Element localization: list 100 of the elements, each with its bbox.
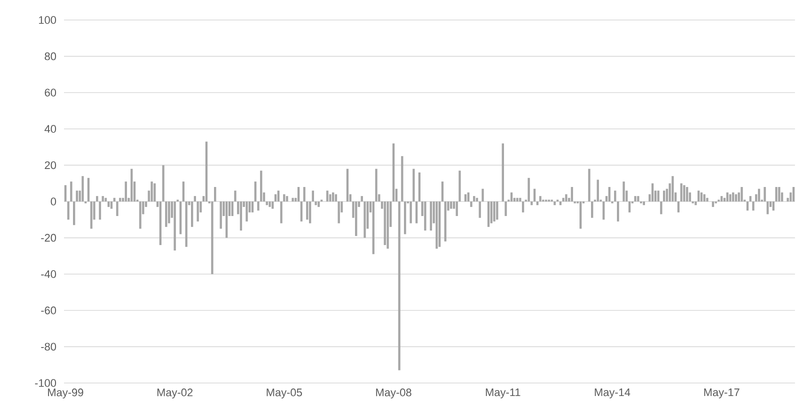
bar: [642, 202, 645, 206]
bar: [254, 182, 256, 202]
bar: [272, 202, 274, 209]
bar: [384, 202, 386, 246]
bar: [283, 194, 286, 202]
bar: [698, 190, 700, 202]
bar: [314, 202, 317, 206]
bar: [214, 186, 216, 202]
bar: [96, 196, 98, 202]
bar: [332, 192, 334, 202]
bar: [246, 202, 248, 222]
bar: [436, 202, 438, 249]
bar: [504, 202, 507, 216]
bar: [683, 185, 686, 202]
bar: [734, 194, 738, 202]
bar: [162, 165, 164, 202]
bar: [113, 198, 116, 202]
bar: [312, 190, 314, 202]
bar: [570, 186, 574, 202]
bar: [467, 192, 470, 202]
bar: [318, 202, 320, 207]
bar: [530, 202, 533, 206]
bar: [458, 170, 461, 202]
bar: [418, 172, 421, 202]
x-tick-label: May-14: [594, 388, 630, 398]
bar: [662, 190, 666, 202]
bar: [185, 202, 188, 247]
bar: [657, 190, 660, 202]
bar: [482, 188, 484, 202]
bar: [554, 202, 556, 206]
bar: [116, 202, 118, 216]
bar: [154, 183, 156, 202]
bar: [752, 202, 754, 211]
bar: [533, 188, 536, 202]
bar: [519, 198, 522, 202]
bar: [364, 202, 366, 238]
bar: [502, 143, 504, 202]
bar: [386, 202, 389, 249]
bar: [726, 192, 728, 202]
x-tick-label: May-11: [486, 388, 520, 398]
x-tick-label: May-05: [266, 388, 302, 398]
bar: [67, 202, 70, 220]
bar: [70, 182, 72, 202]
bar: [292, 198, 294, 202]
bar: [764, 186, 766, 202]
bar: [772, 202, 775, 211]
y-tick-label: 80: [44, 52, 56, 60]
bar: [179, 202, 182, 234]
bar: [450, 202, 452, 209]
bar: [758, 188, 760, 202]
y-tick-label: -40: [41, 270, 56, 278]
bar: [412, 168, 415, 202]
bar: [334, 194, 338, 202]
bar: [274, 194, 277, 202]
bar: [430, 202, 432, 231]
bar: [591, 202, 594, 218]
bar: [464, 194, 467, 202]
bar: [740, 186, 743, 202]
bar: [226, 202, 228, 238]
bar: [82, 176, 84, 202]
bar: [608, 186, 610, 202]
bar: [522, 202, 524, 212]
bar: [456, 202, 458, 216]
bar: [257, 202, 260, 211]
bar: [516, 198, 518, 202]
bar: [496, 202, 498, 220]
bar: [410, 202, 412, 224]
bar: [150, 182, 153, 202]
bar: [651, 183, 654, 202]
bar: [614, 190, 616, 202]
x-tick-label: May-08: [376, 388, 412, 398]
bar: [703, 194, 706, 202]
bar: [424, 202, 426, 231]
bar: [616, 202, 620, 222]
bar: [190, 202, 194, 227]
bar: [778, 186, 780, 202]
bar: [729, 194, 732, 202]
bar: [478, 202, 481, 218]
bar: [211, 202, 214, 274]
bar: [220, 202, 222, 229]
y-tick-label: 20: [44, 161, 56, 170]
bar: [194, 196, 196, 202]
bar: [119, 198, 122, 202]
bar: [637, 196, 640, 202]
bar: [732, 192, 734, 202]
bar: [580, 202, 582, 229]
bar: [720, 196, 723, 202]
bar: [528, 178, 530, 202]
bar: [398, 202, 400, 370]
bar: [602, 202, 605, 220]
bar: [110, 202, 113, 209]
bar: [438, 202, 441, 247]
bar: [205, 142, 208, 202]
bar: [174, 202, 176, 251]
bar: [360, 196, 363, 202]
bar: [124, 182, 127, 202]
bar: [588, 168, 590, 202]
y-tick-label: -80: [41, 342, 56, 351]
bar: [677, 202, 680, 212]
bar: [375, 168, 378, 202]
